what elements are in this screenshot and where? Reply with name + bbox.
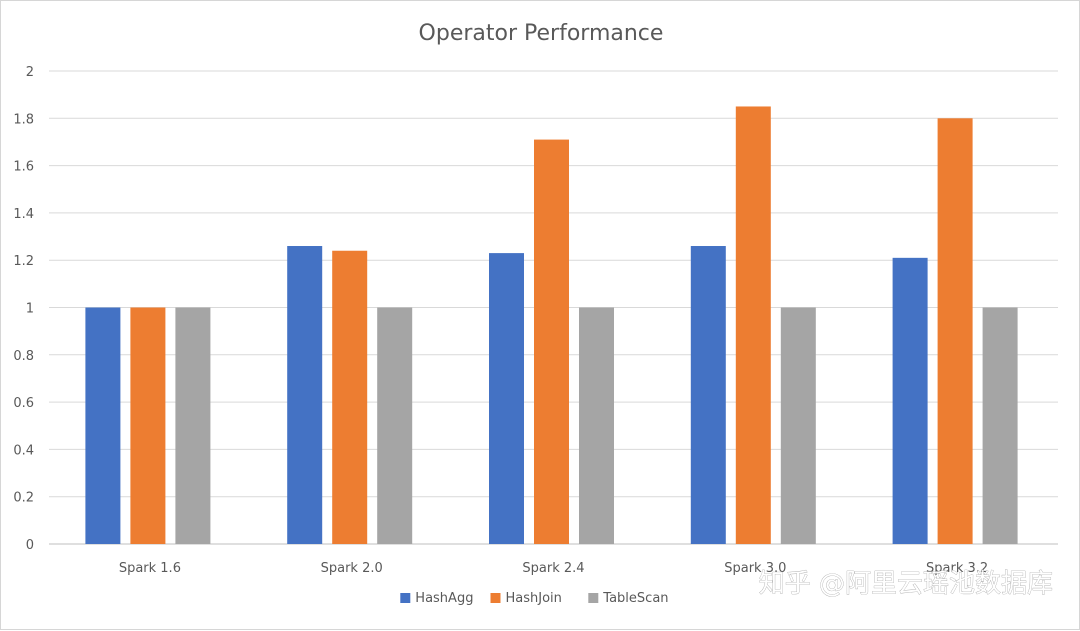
y-tick-label: 1.8	[13, 112, 34, 127]
x-tick-label: Spark 2.4	[522, 561, 584, 576]
y-tick-label: 1	[26, 302, 34, 317]
x-tick-label: Spark 3.0	[724, 561, 786, 576]
bars	[85, 106, 1018, 545]
bar-hashjoin-spark-2-4	[534, 139, 569, 544]
x-tick-label: Spark 1.6	[119, 561, 181, 576]
y-tick-label: 1.2	[13, 254, 34, 269]
x-axis-tick-labels: Spark 1.6 Spark 2.0 Spark 2.4 Spark 3.0 Spar…	[119, 561, 988, 576]
bar-hashagg-spark-2-0	[287, 246, 323, 544]
chart-title: Operator Performance	[419, 21, 664, 46]
y-tick-label: 0.8	[13, 349, 34, 364]
y-tick-label: 1.4	[13, 207, 34, 222]
legend: HashAgg HashJoin TableScan	[400, 591, 669, 606]
bar-hashjoin-spark-2-0	[332, 250, 368, 545]
y-tick-label: 0.4	[13, 443, 34, 458]
bar-tablescan-spark-1-6	[175, 307, 211, 544]
bar-tablescan-spark-2-0	[377, 307, 413, 544]
legend-label-tablescan: TableScan	[602, 591, 668, 606]
y-axis-tick-labels: 0 0.2 0.4 0.6 0.8 1 1.2 1.4 1.6 1.8 2	[13, 65, 34, 553]
bar-hashagg-spark-3-0	[690, 246, 726, 544]
legend-swatch-hashagg	[400, 593, 411, 603]
x-tick-label: Spark 3.2	[926, 561, 988, 576]
legend-label-hashjoin: HashJoin	[506, 591, 562, 606]
watermark: 知乎 @阿里云瑶池数据库	[759, 569, 1053, 599]
bar-tablescan-spark-3-2	[982, 307, 1018, 544]
legend-swatch-hashjoin	[490, 593, 501, 603]
y-tick-label: 1.6	[13, 160, 34, 175]
bar-hashagg-spark-3-2	[892, 257, 928, 544]
y-tick-label: 0.6	[13, 396, 34, 411]
legend-label-hashagg: HashAgg	[415, 591, 473, 606]
bar-hashagg-spark-2-4	[489, 253, 524, 545]
y-tick-label: 0	[26, 538, 34, 553]
bar-hashagg-spark-1-6	[85, 307, 121, 544]
bar-hashjoin-spark-1-6	[130, 307, 166, 544]
bar-hashjoin-spark-3-2	[937, 118, 973, 545]
x-tick-label: Spark 2.0	[321, 561, 383, 576]
y-tick-label: 2	[26, 65, 34, 80]
legend-swatch-tablescan	[588, 593, 599, 603]
bar-tablescan-spark-3-0	[780, 307, 816, 544]
bar-hashjoin-spark-3-0	[735, 106, 771, 544]
bar-tablescan-spark-2-4	[579, 307, 614, 544]
y-tick-label: 0.2	[13, 491, 34, 506]
